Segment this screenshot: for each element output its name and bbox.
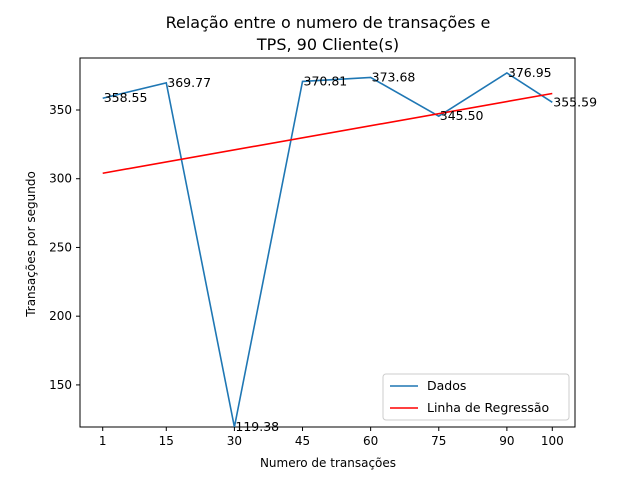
data-label-90: 376.95 xyxy=(508,65,552,80)
x-tick-label-45: 45 xyxy=(295,434,310,448)
series-line-dados xyxy=(102,72,553,427)
series-line-regressao xyxy=(102,92,553,175)
plot-area: 1 15 30 45 60 75 90 100 150 200 250 300 350 358.55 369… xyxy=(49,57,597,448)
legend: Dados Linha de Regressão xyxy=(382,373,570,421)
y-tick-label-150: 150 xyxy=(49,378,72,392)
x-tick-label-90: 90 xyxy=(499,434,514,448)
axes-frame xyxy=(79,57,576,428)
x-tick-label-75: 75 xyxy=(431,434,446,448)
y-axis-label: Transações por segundo xyxy=(24,171,38,318)
data-label-75: 345.50 xyxy=(440,108,484,123)
x-axis-label: Numero de transações xyxy=(260,456,396,470)
data-label-45: 370.81 xyxy=(304,73,348,88)
x-tick-label-30: 30 xyxy=(227,434,242,448)
data-label-60: 373.68 xyxy=(372,69,416,84)
data-label-100: 355.59 xyxy=(553,94,597,109)
chart-title-line2: TPS, 90 Cliente(s) xyxy=(256,35,399,54)
legend-box xyxy=(382,373,570,421)
legend-label-regressao: Linha de Regressão xyxy=(427,400,549,415)
x-tick-label-1: 1 xyxy=(99,434,107,448)
y-tick-label-250: 250 xyxy=(49,240,72,254)
data-label-15: 369.77 xyxy=(167,75,211,90)
y-tick-label-200: 200 xyxy=(49,309,72,323)
y-tick-label-300: 300 xyxy=(49,172,72,186)
x-tick-label-15: 15 xyxy=(159,434,174,448)
y-tick-label-350: 350 xyxy=(49,103,72,117)
chart-title-line1: Relação entre o numero de transações e xyxy=(166,13,491,32)
data-label-30: 119.38 xyxy=(235,419,279,434)
data-label-1: 358.55 xyxy=(104,90,148,105)
legend-label-dados: Dados xyxy=(427,378,466,393)
x-tick-label-100: 100 xyxy=(541,434,564,448)
x-tick-label-60: 60 xyxy=(363,434,378,448)
